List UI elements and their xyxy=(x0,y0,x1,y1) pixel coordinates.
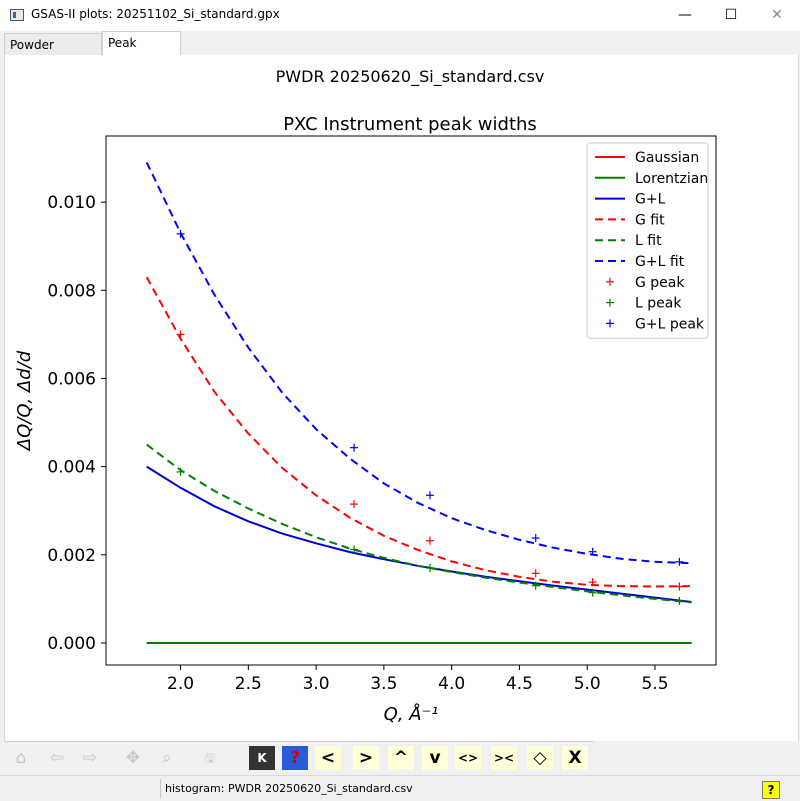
legend-label: L fit xyxy=(635,233,662,249)
plot-toolbar: ⌂ ⇦ ⇨ ✥ ⌕ 🖫 K? < > ^ v <> >< ◇ X xyxy=(4,741,594,774)
close-button[interactable]: ✕ xyxy=(771,7,783,23)
y-tick-label: 0.004 xyxy=(47,458,96,478)
g-peak-marker xyxy=(675,582,684,591)
x-tick-label: 5.5 xyxy=(641,674,668,694)
y-tick-label: 0.010 xyxy=(47,193,96,213)
gplusl-line xyxy=(146,465,692,603)
x-tick-label: 3.0 xyxy=(303,674,330,694)
key-button[interactable]: K xyxy=(249,746,275,770)
plot-canvas[interactable]: PWDR 20250620_Si_standard.csv PXC Instru… xyxy=(4,55,799,741)
x-tick-label: 4.0 xyxy=(438,674,465,694)
status-help-button[interactable]: ? xyxy=(762,781,780,799)
status-text: histogram: PWDR 20250620_Si_standard.csv xyxy=(165,782,413,795)
legend-entry-l-peak: L peak xyxy=(606,296,682,312)
gplusl-peak-marker xyxy=(588,547,597,556)
l-peak-marker xyxy=(425,564,434,573)
title-bar: GSAS-II plots: 20251102_Si_standard.gpx … xyxy=(0,0,800,31)
g-peak-marker xyxy=(425,536,434,545)
gplusl-peak-marker xyxy=(176,229,185,238)
gplusl-peak-marker xyxy=(531,534,540,543)
l-peak-marker xyxy=(675,597,684,606)
shift-down-button[interactable]: v xyxy=(422,746,448,770)
pan-button[interactable]: ✥ xyxy=(125,748,141,768)
expand-x-button[interactable]: <> xyxy=(455,746,481,770)
l-peak-marker xyxy=(350,545,359,554)
expand-y-button[interactable]: ◇ xyxy=(527,746,553,770)
legend-entry-gplusl-peak: G+L peak xyxy=(606,316,705,332)
peak-widths-chart[interactable]: PWDR 20250620_Si_standard.csv PXC Instru… xyxy=(5,55,798,741)
tab-peak-widths[interactable]: Peak Widths xyxy=(102,31,181,72)
g-peak-marker xyxy=(176,330,185,339)
shrink-y-button[interactable]: X xyxy=(562,746,588,770)
legend-entry-l-fit: L fit xyxy=(595,233,662,249)
forward-arrow-button[interactable]: ⇨ xyxy=(82,748,98,768)
l-fit-line xyxy=(146,443,692,604)
y-tick-label: 0.000 xyxy=(47,634,96,654)
x-axis-label: Q, Å⁻¹ xyxy=(384,703,439,725)
tab-bar: Powder Patterns Peak Widths xyxy=(0,31,800,74)
shift-left-button[interactable]: < xyxy=(315,746,341,770)
x-tick-label: 2.5 xyxy=(235,674,262,694)
zoom-button[interactable]: ⌕ xyxy=(162,748,172,768)
window-title: GSAS-II plots: 20251102_Si_standard.gpx xyxy=(31,7,280,21)
help-button[interactable]: ? xyxy=(282,746,308,770)
legend-label: G+L peak xyxy=(635,316,705,332)
legend-label: L peak xyxy=(635,296,682,312)
l-peak-marker xyxy=(531,581,540,590)
g-fit-line xyxy=(145,276,692,588)
l-peak-marker xyxy=(176,467,185,476)
y-tick-label: 0.002 xyxy=(47,546,96,566)
g-peak-marker xyxy=(531,569,540,578)
gplusl-peak-marker xyxy=(350,443,359,452)
maximize-button[interactable]: ☐ xyxy=(724,7,738,23)
legend-label: Lorentzian xyxy=(635,171,708,187)
legend-label: G+L fit xyxy=(635,254,685,270)
y-tick-label: 0.006 xyxy=(47,369,96,389)
app-icon xyxy=(10,9,24,21)
legend-label: G peak xyxy=(635,275,685,291)
minimize-button[interactable]: — xyxy=(678,7,692,23)
legend-label: G fit xyxy=(635,212,665,228)
g-peak-marker xyxy=(350,500,359,509)
x-tick-label: 5.0 xyxy=(574,674,601,694)
x-tick-label: 3.5 xyxy=(370,674,397,694)
shrink-x-button[interactable]: >< xyxy=(491,746,517,770)
legend-entry-gplusl-fit: G+L fit xyxy=(595,254,685,270)
legend-entry-g-fit: G fit xyxy=(595,212,665,228)
save-button[interactable]: 🖫 xyxy=(204,751,216,765)
shift-right-button[interactable]: > xyxy=(353,746,379,770)
legend-entry-g-peak: G peak xyxy=(606,275,685,291)
x-tick-label: 2.0 xyxy=(167,674,194,694)
x-tick-label: 4.5 xyxy=(506,674,533,694)
back-arrow-button[interactable]: ⇦ xyxy=(49,748,65,768)
shift-up-button[interactable]: ^ xyxy=(388,746,414,770)
home-button[interactable]: ⌂ xyxy=(15,748,27,768)
tab-powder-patterns[interactable]: Powder Patterns xyxy=(4,33,102,74)
axes-frame xyxy=(105,135,717,666)
legend-entry-gaussian: Gaussian xyxy=(595,150,699,166)
l-peak-marker xyxy=(588,588,597,597)
legend: Gaussian Lorentzian G+L G fit L fit G+L fit G … xyxy=(586,142,709,339)
status-bar: histogram: PWDR 20250620_Si_standard.csv… xyxy=(0,775,800,801)
gplusl-peak-marker xyxy=(425,491,434,500)
legend-entry-gplusl: G+L xyxy=(595,192,666,208)
legend-entry-lorentzian: Lorentzian xyxy=(595,171,708,187)
legend-label: G+L xyxy=(635,192,666,208)
g-peak-marker xyxy=(588,578,597,587)
status-divider xyxy=(160,779,161,798)
legend-label: Gaussian xyxy=(635,150,699,166)
figure-suptitle: PWDR 20250620_Si_standard.csv xyxy=(276,67,545,87)
y-tick-label: 0.008 xyxy=(47,281,96,301)
gplusl-peak-marker xyxy=(675,557,684,566)
y-axis-label: ΔQ/Q, Δd/d xyxy=(14,350,35,452)
gplusl-fit-line xyxy=(145,161,692,565)
chart-title: PXC Instrument peak widths xyxy=(283,114,537,135)
legend-box xyxy=(586,142,709,339)
